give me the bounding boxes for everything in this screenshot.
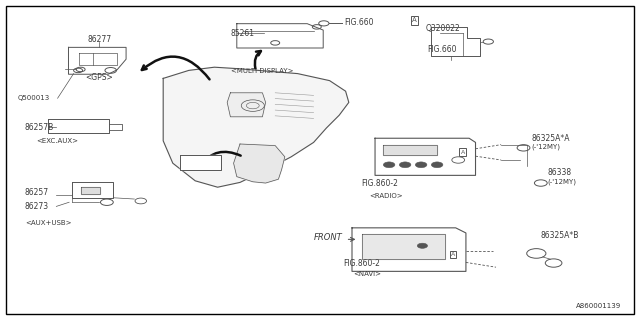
Circle shape xyxy=(206,161,214,165)
Text: 86325A*A: 86325A*A xyxy=(531,134,570,143)
Text: 85261: 85261 xyxy=(230,29,254,38)
Text: <EXC.AUX>: <EXC.AUX> xyxy=(36,139,79,144)
Text: <MULTI DISPLAY>: <MULTI DISPLAY> xyxy=(231,68,294,74)
Polygon shape xyxy=(72,182,113,198)
Circle shape xyxy=(415,162,427,168)
Polygon shape xyxy=(383,145,437,155)
Text: 86325A*B: 86325A*B xyxy=(541,231,579,240)
Text: 86257B: 86257B xyxy=(24,123,54,132)
Polygon shape xyxy=(352,228,466,271)
Polygon shape xyxy=(68,47,126,74)
Text: A: A xyxy=(412,17,417,23)
Text: Q320022: Q320022 xyxy=(426,24,460,33)
Text: 86273: 86273 xyxy=(24,202,49,211)
Text: 86257: 86257 xyxy=(24,188,49,197)
Circle shape xyxy=(417,243,428,248)
Text: (-'12MY): (-'12MY) xyxy=(547,179,576,185)
Text: FIG.860-2: FIG.860-2 xyxy=(343,259,380,268)
Polygon shape xyxy=(237,24,323,48)
Text: <AUX+USB>: <AUX+USB> xyxy=(25,220,71,226)
Circle shape xyxy=(383,162,395,168)
Text: A: A xyxy=(461,149,465,155)
Text: A: A xyxy=(451,252,455,257)
Polygon shape xyxy=(234,144,285,183)
Text: <RADIO>: <RADIO> xyxy=(369,193,403,199)
Polygon shape xyxy=(48,119,109,133)
Text: FRONT: FRONT xyxy=(314,233,342,242)
Polygon shape xyxy=(163,67,349,187)
Polygon shape xyxy=(375,138,476,175)
Polygon shape xyxy=(227,93,266,117)
Text: FIG.660: FIG.660 xyxy=(428,45,457,54)
Text: (-'12MY): (-'12MY) xyxy=(531,143,560,150)
Polygon shape xyxy=(81,187,100,194)
Text: <GPS>: <GPS> xyxy=(85,73,113,82)
Text: A860001139: A860001139 xyxy=(575,303,621,309)
Text: 86338: 86338 xyxy=(547,168,572,177)
Text: FIG.660: FIG.660 xyxy=(344,18,374,27)
Text: <NAVI>: <NAVI> xyxy=(353,271,381,276)
Text: FIG.860-2: FIG.860-2 xyxy=(362,180,399,188)
Polygon shape xyxy=(362,234,445,259)
Text: 86277: 86277 xyxy=(87,35,111,44)
Polygon shape xyxy=(109,124,122,130)
Circle shape xyxy=(399,162,411,168)
Text: Q500013: Q500013 xyxy=(18,95,50,101)
Circle shape xyxy=(431,162,443,168)
Polygon shape xyxy=(180,155,221,170)
Polygon shape xyxy=(431,27,480,56)
